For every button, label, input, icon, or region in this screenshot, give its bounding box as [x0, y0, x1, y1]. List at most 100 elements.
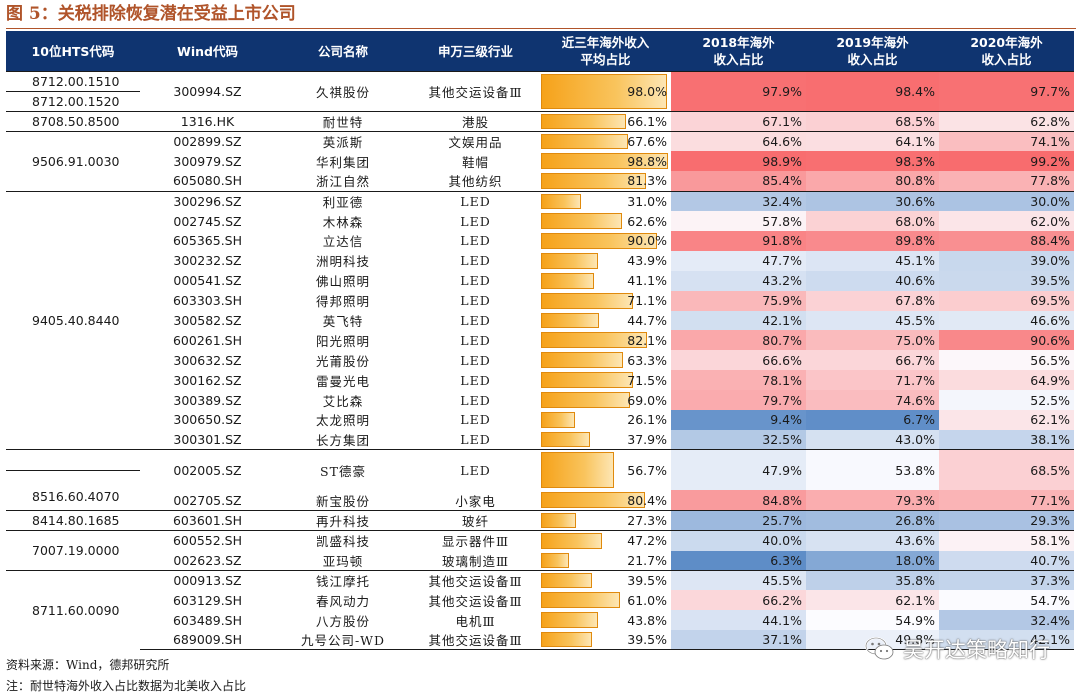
table-row: 300162.SZ 雷曼光电 LED 71.5% 78.1% 71.7% 64.9% — [6, 370, 1074, 391]
avg-share-value: 31.0% — [627, 193, 667, 209]
wind-code-cell: 1316.HK — [140, 111, 275, 132]
share-y2019-cell: 43.0% — [806, 429, 939, 450]
table-row: 7007.19.0000 600552.SH 凯盛科技 显示器件Ⅲ 47.2% 40.0%… — [6, 530, 1074, 571]
share-y2019-cell: 75.0% — [806, 330, 939, 351]
col-header-2019: 2019年海外 收入占比 — [806, 31, 939, 72]
share-y2020-cell: 29.3% — [939, 510, 1074, 531]
industry-cell: LED — [411, 449, 540, 491]
share-y2020-cell: 38.1% — [939, 429, 1074, 450]
hts-code: 8712.00.1520 — [32, 94, 120, 109]
wind-code-cell: 300389.SZ — [173, 392, 242, 408]
table-row: 300650.SZ 太龙照明 LED 26.1% 9.4% 6.7% 62.1% — [6, 409, 1074, 430]
wind-code-cell: 000913.SZ — [140, 569, 275, 591]
hts-code: 8712.00.1510 — [6, 73, 140, 92]
hts-code-cell: 8516.60.4070 — [6, 449, 140, 511]
share-y2018-cell: 79.7% — [671, 390, 806, 410]
wind-code-cell: 002005.SZ — [140, 449, 275, 491]
watermark-text: 吴开达策略知行 — [903, 638, 1050, 662]
avg-share-bar — [541, 213, 622, 229]
wind-code-cell: 300632.SZ — [173, 352, 242, 368]
table-row: 002623.SZ 亚玛顿 玻璃制造Ⅲ 21.7% 6.3% 18.0% 40.7% — [6, 550, 1074, 571]
avg-share-cell: 71.5% — [540, 370, 671, 390]
avg-share-bar — [541, 632, 592, 648]
share-y2020-cell: 77.8% — [939, 171, 1074, 192]
industry-cell: 其他交运设备Ⅲ — [428, 593, 523, 609]
hts-code: 9405.40.8440 — [32, 312, 120, 328]
industry-cell: LED — [460, 412, 491, 428]
avg-share-cell: 98.8% — [540, 151, 671, 171]
table-body: 8712.00.1510 8712.00.1520 300994.SZ 久祺股份 其他交… — [6, 71, 1074, 651]
company-name-cell: 英派斯 — [275, 131, 411, 152]
company-name-cell: 新宝股份 — [315, 493, 370, 509]
col-header-2019-line2: 收入占比 — [847, 52, 898, 67]
table-row: 300632.SZ 光莆股份 LED 63.3% 66.6% 66.7% 56.5% — [6, 350, 1074, 371]
avg-share-cell: 39.5% — [540, 630, 671, 651]
avg-share-bar — [541, 272, 595, 289]
industry-cell: LED — [460, 273, 491, 289]
avg-share-value: 39.5% — [627, 573, 667, 589]
source-note: 资料来源：Wind，德邦研究所 — [6, 658, 170, 672]
industry-cell: LED — [411, 190, 540, 212]
avg-share-value: 81.3% — [627, 173, 667, 189]
avg-share-cell: 39.5% — [540, 569, 671, 591]
company-name-cell: 艾比森 — [322, 393, 364, 409]
avg-share-value: 63.3% — [627, 352, 667, 368]
avg-share-bar — [541, 533, 602, 549]
avg-share-value: 21.7% — [627, 552, 667, 568]
avg-share-cell: 61.0% — [540, 590, 671, 610]
industry-cell: 小家电 — [455, 493, 496, 509]
avg-share-cell: 82.1% — [540, 330, 671, 350]
share-y2020-cell: 58.1% — [939, 530, 1074, 551]
col-header-name: 公司名称 — [275, 31, 411, 72]
col-header-2018: 2018年海外 收入占比 — [671, 31, 806, 72]
company-name-cell: ST德豪 — [275, 449, 411, 491]
avg-share-value: 67.6% — [627, 134, 667, 150]
share-y2019-cell: 79.3% — [806, 490, 939, 511]
table-row: 8708.50.8500 1316.HK 耐世特 港股 66.1% 67.1% 68.5% 6… — [6, 111, 1074, 132]
avg-share-value: 39.5% — [627, 632, 667, 648]
avg-share-value: 98.8% — [627, 153, 667, 169]
industry-cell: LED — [460, 432, 491, 448]
avg-share-bar — [541, 452, 615, 489]
share-y2018-cell: 98.9% — [671, 151, 806, 172]
avg-share-cell: 80.4% — [540, 490, 671, 510]
avg-share-bar — [541, 232, 658, 249]
avg-share-value: 26.1% — [627, 412, 667, 428]
col-header-2018-line2: 收入占比 — [713, 52, 764, 67]
share-y2020-cell: 77.1% — [939, 490, 1074, 511]
share-y2019-cell: 66.7% — [806, 350, 939, 371]
avg-share-bar — [541, 431, 590, 448]
share-y2018-cell: 66.6% — [671, 350, 806, 371]
hts-code: 8516.60.4070 — [32, 489, 120, 505]
share-y2019-cell: 30.6% — [806, 190, 939, 212]
avg-share-cell: 41.1% — [540, 271, 671, 291]
avg-share-value: 43.9% — [627, 253, 667, 269]
share-y2019-cell: 98.3% — [806, 151, 939, 172]
table-row: 300979.SZ 华利集团 鞋帽 98.8% 98.9% 98.3% 99.2% — [6, 151, 1074, 172]
avg-share-value: 44.7% — [627, 312, 667, 328]
table-row: 002705.SZ 新宝股份 小家电 80.4% 84.8% 79.3% 77.1% — [6, 490, 1074, 511]
company-name-cell: 佛山照明 — [315, 274, 370, 290]
col-header-industry: 申万三级行业 — [411, 31, 540, 72]
avg-share-bar — [541, 312, 599, 329]
col-header-hts: 10位HTS代码 — [6, 31, 140, 72]
wind-code-cell: 300296.SZ — [140, 190, 275, 212]
col-header-2020: 2020年海外 收入占比 — [939, 31, 1074, 72]
share-y2018-cell: 25.7% — [671, 510, 806, 531]
col-header-avg-line2: 平均占比 — [580, 52, 631, 67]
hts-code-cell: 9405.40.8440 — [6, 190, 140, 450]
share-y2018-cell: 80.7% — [671, 330, 806, 351]
avg-share-value: 62.6% — [627, 213, 667, 229]
share-y2019-cell: 43.6% — [806, 530, 939, 551]
company-name-cell: 木林森 — [322, 214, 364, 230]
industry-cell: LED — [460, 233, 491, 249]
avg-share-value: 41.1% — [627, 273, 667, 289]
company-name-cell: 再升科技 — [275, 510, 411, 531]
company-name-cell: 九号公司-WD — [275, 630, 411, 651]
hts-code: 8708.50.8500 — [32, 114, 120, 129]
company-name-cell: 耐世特 — [275, 111, 411, 132]
share-y2019-cell: 40.6% — [806, 270, 939, 291]
share-y2018-cell: 85.4% — [671, 171, 806, 192]
hts-code-cell: 8708.50.8500 — [6, 111, 140, 132]
wind-code-cell: 300650.SZ — [173, 412, 242, 428]
